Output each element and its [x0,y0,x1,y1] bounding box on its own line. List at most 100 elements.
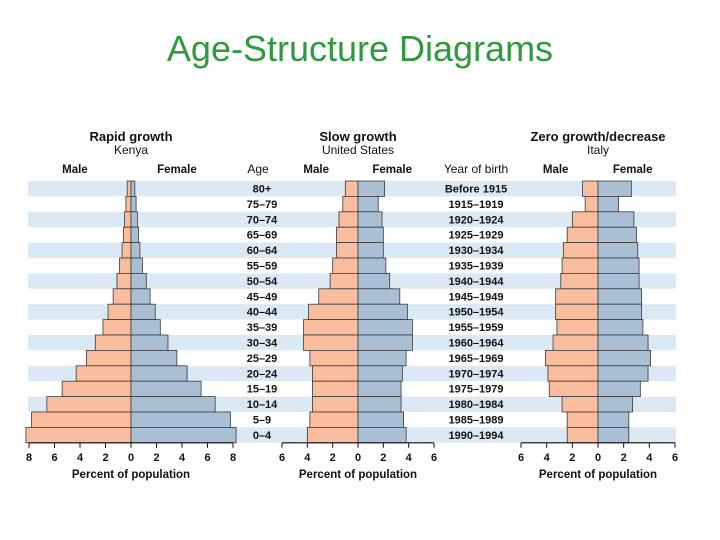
female-bar [597,288,643,305]
female-bar [130,411,231,428]
birth-year-label: 1970–1974 [448,368,504,380]
male-bar [332,257,359,274]
age-header: Age [247,162,269,176]
female-bar [357,257,387,274]
chart-title: Zero growth/decrease [530,129,665,144]
x-tick-label: 6 [279,452,285,464]
male-bar [309,349,359,367]
x-tick-label: 0 [128,452,134,464]
male-bar [311,365,359,382]
age-group-label: 30–34 [247,338,278,350]
x-tick-label: 2 [330,452,336,464]
x-tick-label: 6 [431,452,437,464]
male-bar [85,349,132,367]
male-bar [571,211,599,228]
female-bar [130,257,143,274]
male-bar [102,319,132,336]
age-group-label: 40–44 [247,307,278,319]
female-bar [357,226,384,243]
chart-subtitle: Kenya [114,143,148,157]
x-tick-label: 2 [102,452,108,464]
x-tick-label: 6 [672,452,678,464]
female-legend-label: Female [613,164,653,176]
male-bar [555,303,599,321]
female-bar [130,288,151,305]
female-bar [130,211,138,228]
age-group-label: 15–19 [247,384,278,396]
female-bar [597,396,634,413]
male-bar [311,396,359,413]
male-bar [584,195,599,213]
female-bar [597,180,632,197]
x-tick-label: 6 [518,452,524,464]
female-bar [597,426,630,444]
pyramid-axes [28,442,676,448]
x-tick-label: 8 [230,452,236,464]
female-bar [357,396,402,413]
x-tick-label: 2 [153,452,159,464]
male-bar [560,272,599,290]
x-tick-label: 8 [26,452,32,464]
age-group-label: 45–49 [247,291,278,303]
male-bar [344,180,359,197]
male-bar [306,426,359,444]
age-group-label: 5–9 [253,415,271,427]
male-bar [121,242,132,259]
male-bar [126,180,132,197]
birth-year-label: 1945–1949 [448,291,503,303]
male-legend-label: Male [543,164,569,176]
female-bar [130,319,161,336]
female-bar [357,411,404,428]
male-bar [336,242,359,259]
x-tick-label: 4 [544,452,551,464]
female-bar [130,334,169,351]
birth-year-label: 1950–1954 [448,307,504,319]
female-bar [597,303,643,321]
female-bar [357,319,413,336]
age-group-label: 70–74 [247,214,278,226]
x-tick-label: 4 [77,452,84,464]
male-bar [548,380,599,398]
male-bar [582,180,599,197]
female-bar [357,211,383,228]
male-bar [544,349,599,367]
male-bar [555,288,599,305]
female-bar [357,180,386,197]
female-bar [130,242,141,259]
slide-title: Age-Structure Diagrams [166,28,554,69]
male-bar [122,226,132,243]
birth-year-label: 1930–1934 [448,245,504,257]
female-bar [130,303,156,321]
male-bar [46,396,132,413]
age-group-label: 60–64 [247,245,278,257]
row-bands [28,181,676,443]
female-bar [130,426,237,444]
x-tick-label: 4 [304,452,311,464]
female-bar [597,257,640,274]
female-bar [357,242,384,259]
male-bar [31,411,132,428]
female-bar [357,380,402,398]
male-bar [329,272,359,290]
male-bar [303,319,359,336]
female-bar [597,349,652,367]
x-axis-label: Percent of population [72,469,190,481]
x-tick-label: 2 [569,452,575,464]
age-group-label: 50–54 [247,276,278,288]
male-bar [552,334,599,351]
birth-year-label: 1990–1994 [448,430,504,442]
female-bar [597,226,637,243]
male-bar [566,426,599,444]
male-bar [336,226,359,243]
age-group-label: 55–59 [247,261,278,273]
birth-year-label: Before 1915 [445,184,507,196]
x-axis-label: Percent of population [539,469,657,481]
male-bar [311,380,359,398]
x-tick-label: 2 [380,452,386,464]
birth-year-label: 1925–1929 [448,230,503,242]
age-group-label: 80+ [253,184,272,196]
male-bar [25,426,132,444]
female-bar [130,272,147,290]
male-bar [308,303,359,321]
